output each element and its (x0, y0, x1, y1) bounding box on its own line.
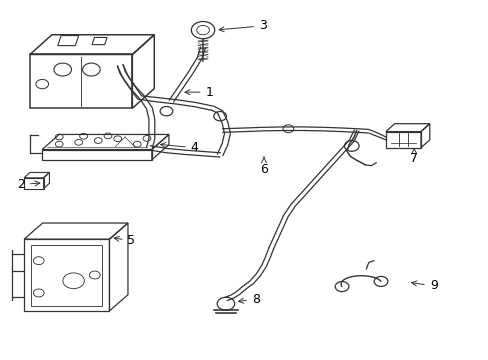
Text: 5: 5 (114, 234, 135, 247)
Text: 8: 8 (238, 293, 259, 306)
Text: 7: 7 (409, 149, 417, 165)
Text: 2: 2 (17, 178, 40, 191)
Text: 9: 9 (411, 279, 437, 292)
Text: 4: 4 (160, 141, 198, 154)
Text: 3: 3 (219, 19, 266, 32)
Text: 6: 6 (260, 157, 267, 176)
Text: 1: 1 (184, 86, 213, 99)
